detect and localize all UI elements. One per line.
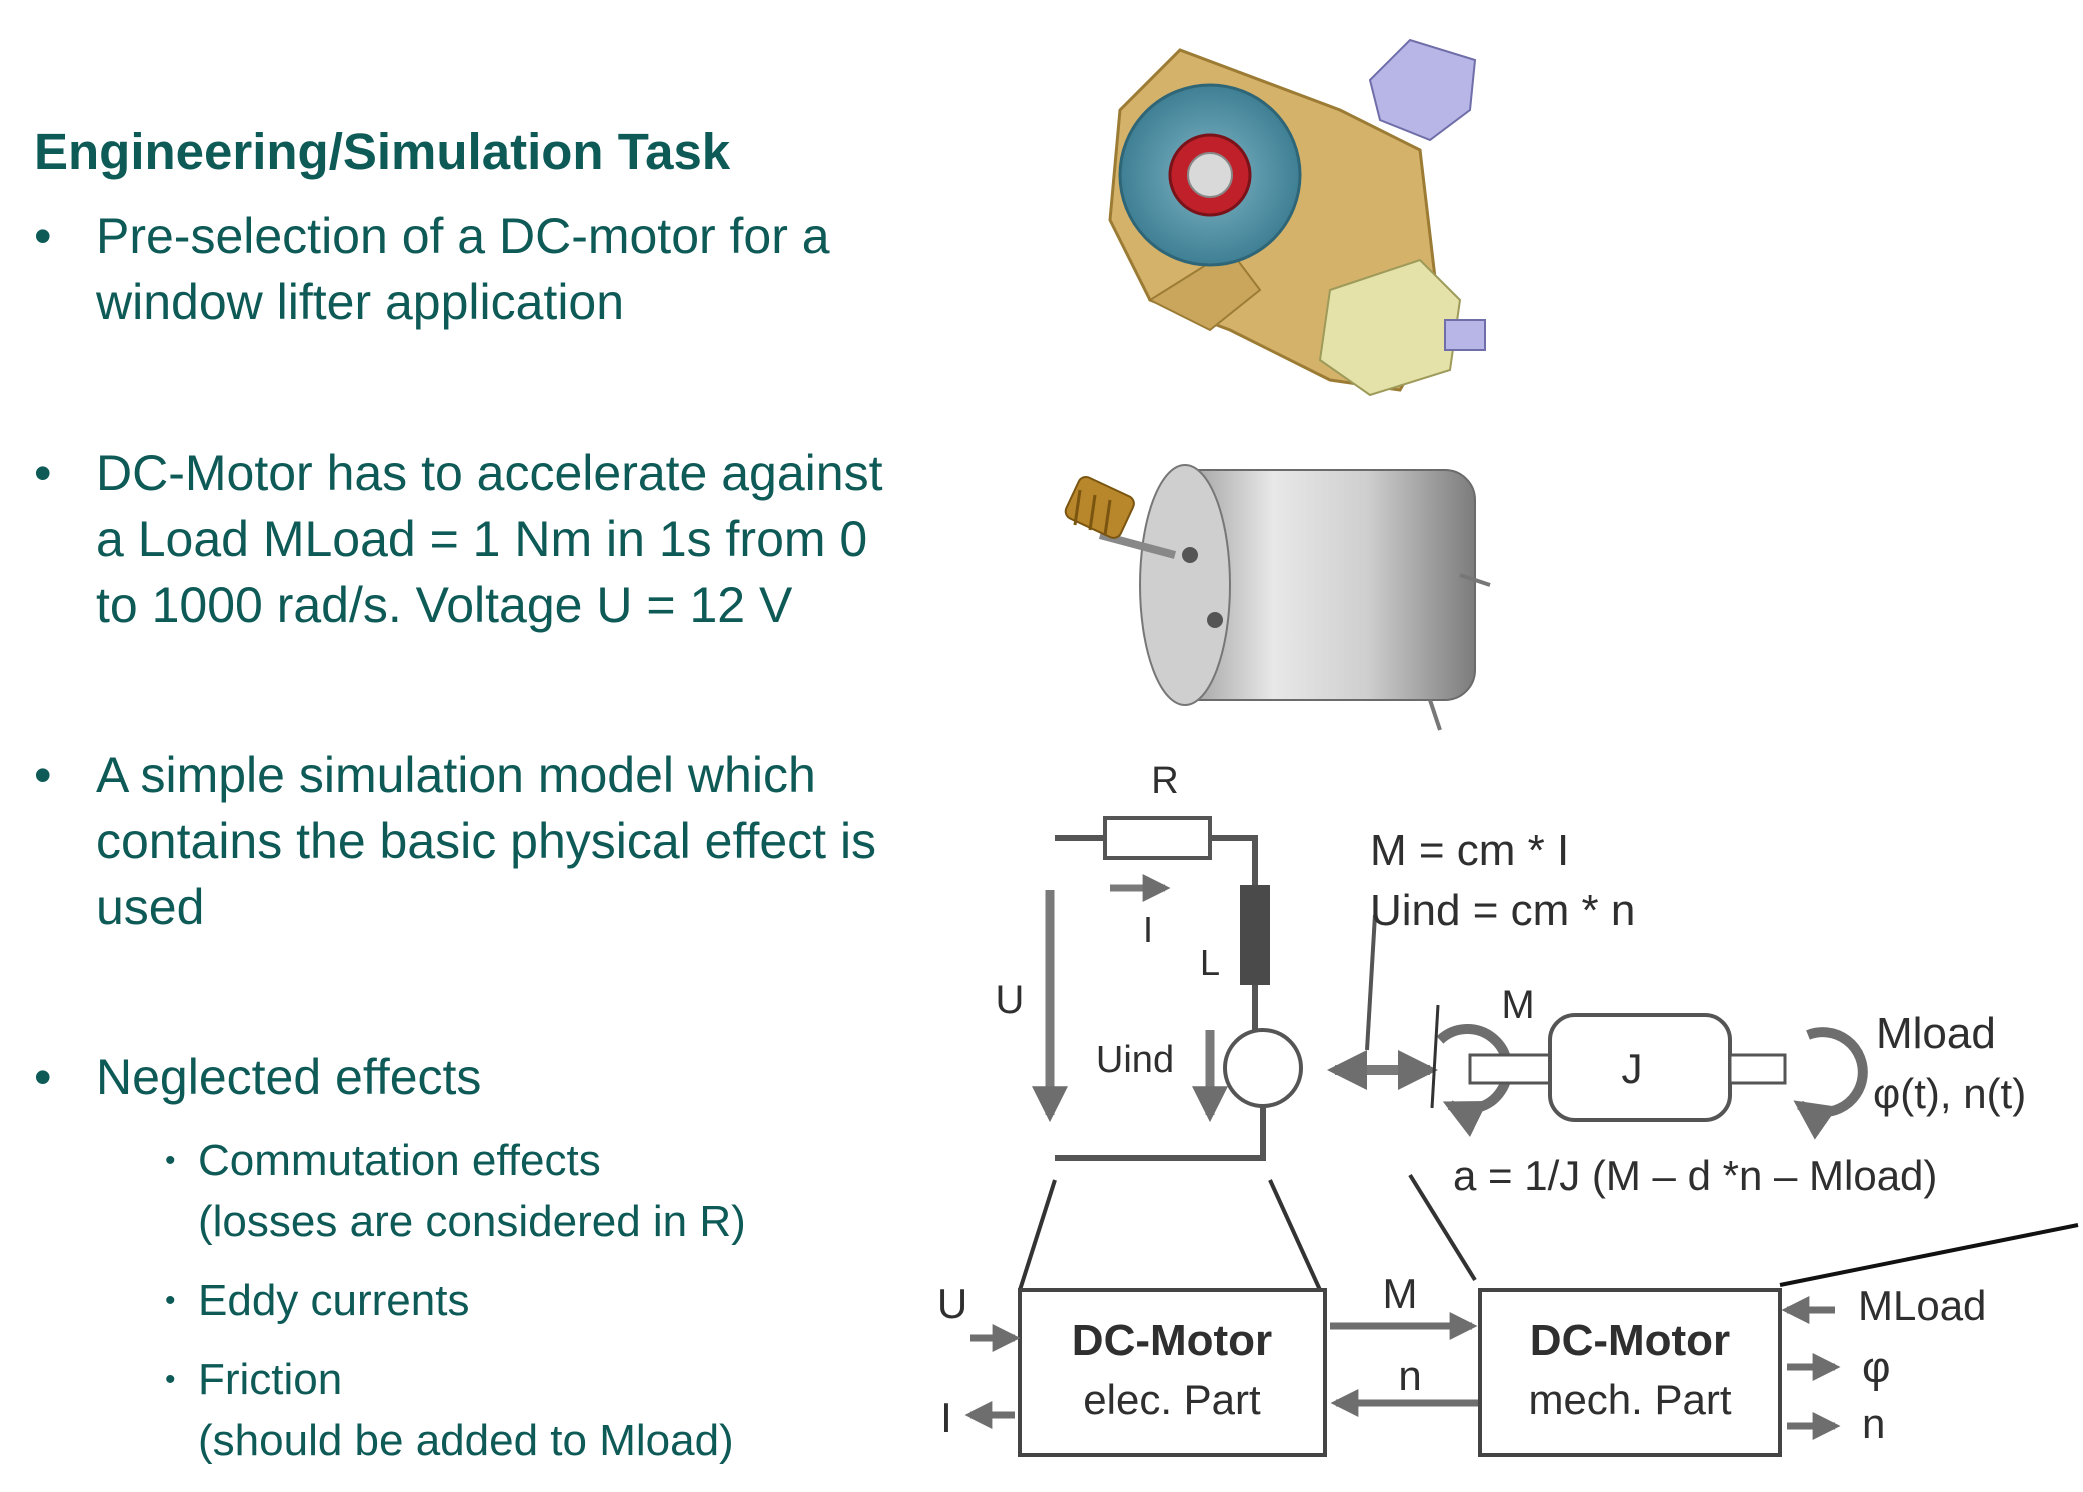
bullet-symbol: • <box>34 747 52 803</box>
block-i-label: I <box>940 1394 952 1441</box>
bullet-line: contains the basic physical effect is <box>96 813 877 869</box>
bullet-line: a Load MLoad = 1 Nm in 1s from 0 <box>96 511 868 567</box>
subbullet-line: Commutation effects <box>198 1136 601 1185</box>
mechanical-diagram <box>1408 1004 1868 1282</box>
mech-part-block <box>1478 1288 1782 1457</box>
phi-n-label: φ(t), n(t) <box>1873 1070 2026 1117</box>
bullet-line: to 1000 rad/s. Voltage U = 12 V <box>96 577 793 633</box>
resistor-label: R <box>1151 760 1178 802</box>
mech-block-title: DC-Motor <box>1530 1316 1730 1365</box>
block-n-out-label: n <box>1862 1400 1885 1447</box>
block-n-label: n <box>1398 1352 1421 1399</box>
elec-block-title: DC-Motor <box>1072 1316 1272 1365</box>
subbullet-line: (should be added to Mload) <box>198 1416 734 1465</box>
subbullet-line: Friction <box>198 1355 343 1404</box>
bullet-symbol: • <box>34 445 52 501</box>
bullet-line: Pre-selection of a DC-motor for a <box>96 208 830 264</box>
worm-gear <box>1064 476 1135 539</box>
inertia-label: J <box>1622 1045 1643 1092</box>
mech-block-subtitle: mech. Part <box>1528 1376 1731 1423</box>
torque-label: M <box>1501 983 1534 1027</box>
bullet-symbol: • <box>34 208 52 264</box>
dc-motor-image <box>1064 464 1491 731</box>
emf-source-symbol <box>1223 1028 1303 1108</box>
block-mload-label: MLoad <box>1858 1282 1986 1329</box>
torque-equation: M = cm * I <box>1370 826 1569 875</box>
page-title: Engineering/Simulation Task <box>34 123 731 180</box>
bullet-line: A simple simulation model which <box>96 747 816 803</box>
inductor-label: L <box>1200 942 1220 983</box>
bullet-line: window lifter application <box>96 274 625 330</box>
bullet-symbol: • <box>34 1049 52 1105</box>
bullet-symbol: • <box>165 1284 176 1317</box>
subbullet-line: Eddy currents <box>198 1276 470 1325</box>
acceleration-equation: a = 1/J (M – d *n – Mload) <box>1453 1152 1937 1199</box>
bullet-line: Neglected effects <box>96 1049 482 1105</box>
block-m-label: M <box>1383 1270 1418 1317</box>
uind-equation: Uind = cm * n <box>1370 886 1635 935</box>
inductor-symbol <box>1240 885 1270 985</box>
bullet-symbol: • <box>165 1144 176 1177</box>
window-lifter-gearbox-image <box>1108 38 1486 397</box>
resistor-symbol <box>1103 816 1212 860</box>
bullet-line: DC-Motor has to accelerate against <box>96 445 883 501</box>
block-u-label: U <box>937 1280 967 1327</box>
bullet-symbol: • <box>165 1363 176 1396</box>
elec-part-block <box>1018 1288 1327 1457</box>
bullet-line: used <box>96 879 205 935</box>
voltage-label: U <box>996 978 1025 1022</box>
elec-block-subtitle: elec. Part <box>1083 1376 1261 1423</box>
block-phi-label: φ <box>1862 1343 1891 1392</box>
current-label: I <box>1143 909 1153 950</box>
circuit-diagram <box>1032 816 1438 1161</box>
subbullet-line: (losses are considered in R) <box>198 1197 746 1246</box>
mload-label: Mload <box>1876 1009 1996 1058</box>
block-diagram <box>964 1179 2079 1457</box>
uind-label: Uind <box>1096 1039 1174 1081</box>
